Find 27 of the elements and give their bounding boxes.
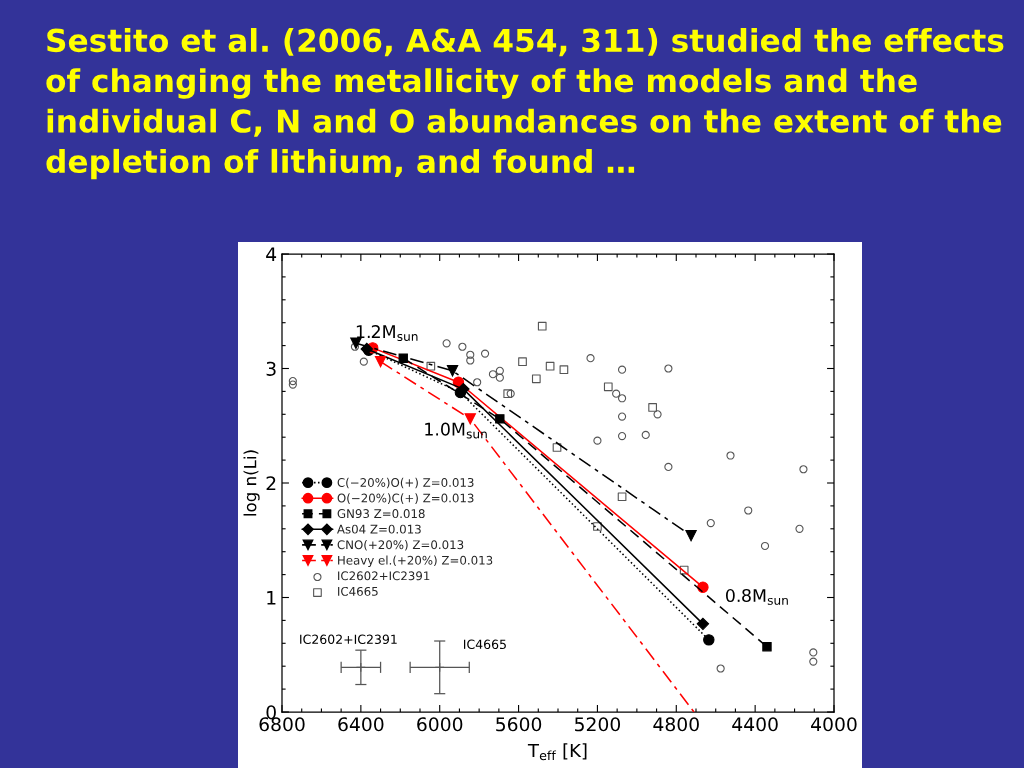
annotation: IC2602+IC2391 bbox=[300, 634, 397, 645]
legend-label: As04 Z=0.013 bbox=[337, 524, 421, 534]
x-tick-label: 5200 bbox=[575, 717, 621, 732]
chart-title: Sestito et al. (2006, A&A 454, 311) studied the effects of changing the metallicity of the models and the individual C, N and O abundances on the extent of the depletion of lithium, and found … bbox=[46, 28, 1004, 180]
x-tick-label: 4400 bbox=[732, 717, 778, 732]
x-tick-label: 6000 bbox=[417, 717, 463, 732]
x-tick-label: 4800 bbox=[653, 717, 699, 732]
legend-label: O(−20%)C(+) Z=0.013 bbox=[337, 493, 474, 504]
x-tick-label: 6400 bbox=[338, 717, 384, 732]
legend-label: IC4665 bbox=[338, 586, 378, 596]
y-tick-label: 1 bbox=[267, 590, 276, 605]
legend-label: C(−20%)O(+) Z=0.013 bbox=[337, 477, 474, 489]
y-tick-label: 4 bbox=[266, 247, 277, 262]
y-axis-title: log n(Li) bbox=[243, 450, 260, 516]
legend-label: IC2602+IC2391 bbox=[338, 571, 430, 581]
x-tick-label: 4000 bbox=[811, 717, 857, 732]
y-tick-label: 3 bbox=[266, 361, 276, 376]
annotation: 1.0M$_{sun}$ bbox=[425, 422, 487, 439]
x-tick-label: 5600 bbox=[496, 717, 542, 732]
legend-label: GN93 Z=0.018 bbox=[337, 509, 425, 519]
annotation: 0.8M$_{sun}$ bbox=[725, 588, 788, 605]
y-tick-label: 2 bbox=[266, 476, 276, 491]
annotation: 1.2M$_{sun}$ bbox=[356, 325, 418, 341]
x-axis-title: T$_{eff}$ [K] bbox=[527, 743, 587, 761]
annotation: IC4665 bbox=[464, 639, 506, 650]
legend-label: CNO(+20%) Z=0.013 bbox=[337, 540, 464, 551]
legend-label: Heavy el.(+20%) Z=0.013 bbox=[338, 555, 493, 568]
